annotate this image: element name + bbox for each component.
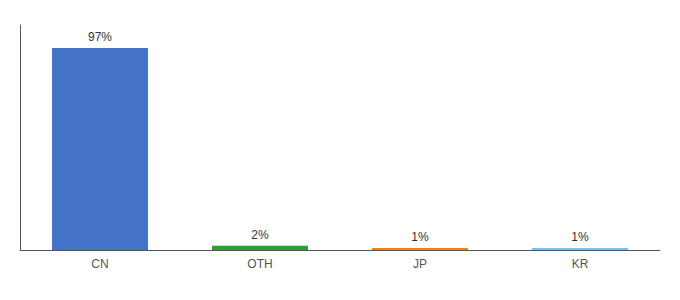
svg-text:OTH: OTH (247, 257, 272, 271)
svg-text:97%: 97% (88, 30, 112, 44)
svg-text:2%: 2% (251, 228, 269, 242)
svg-text:JP: JP (413, 257, 427, 271)
svg-text:KR: KR (572, 257, 589, 271)
svg-text:CN: CN (91, 257, 108, 271)
svg-text:1%: 1% (411, 230, 429, 244)
svg-text:1%: 1% (571, 230, 589, 244)
